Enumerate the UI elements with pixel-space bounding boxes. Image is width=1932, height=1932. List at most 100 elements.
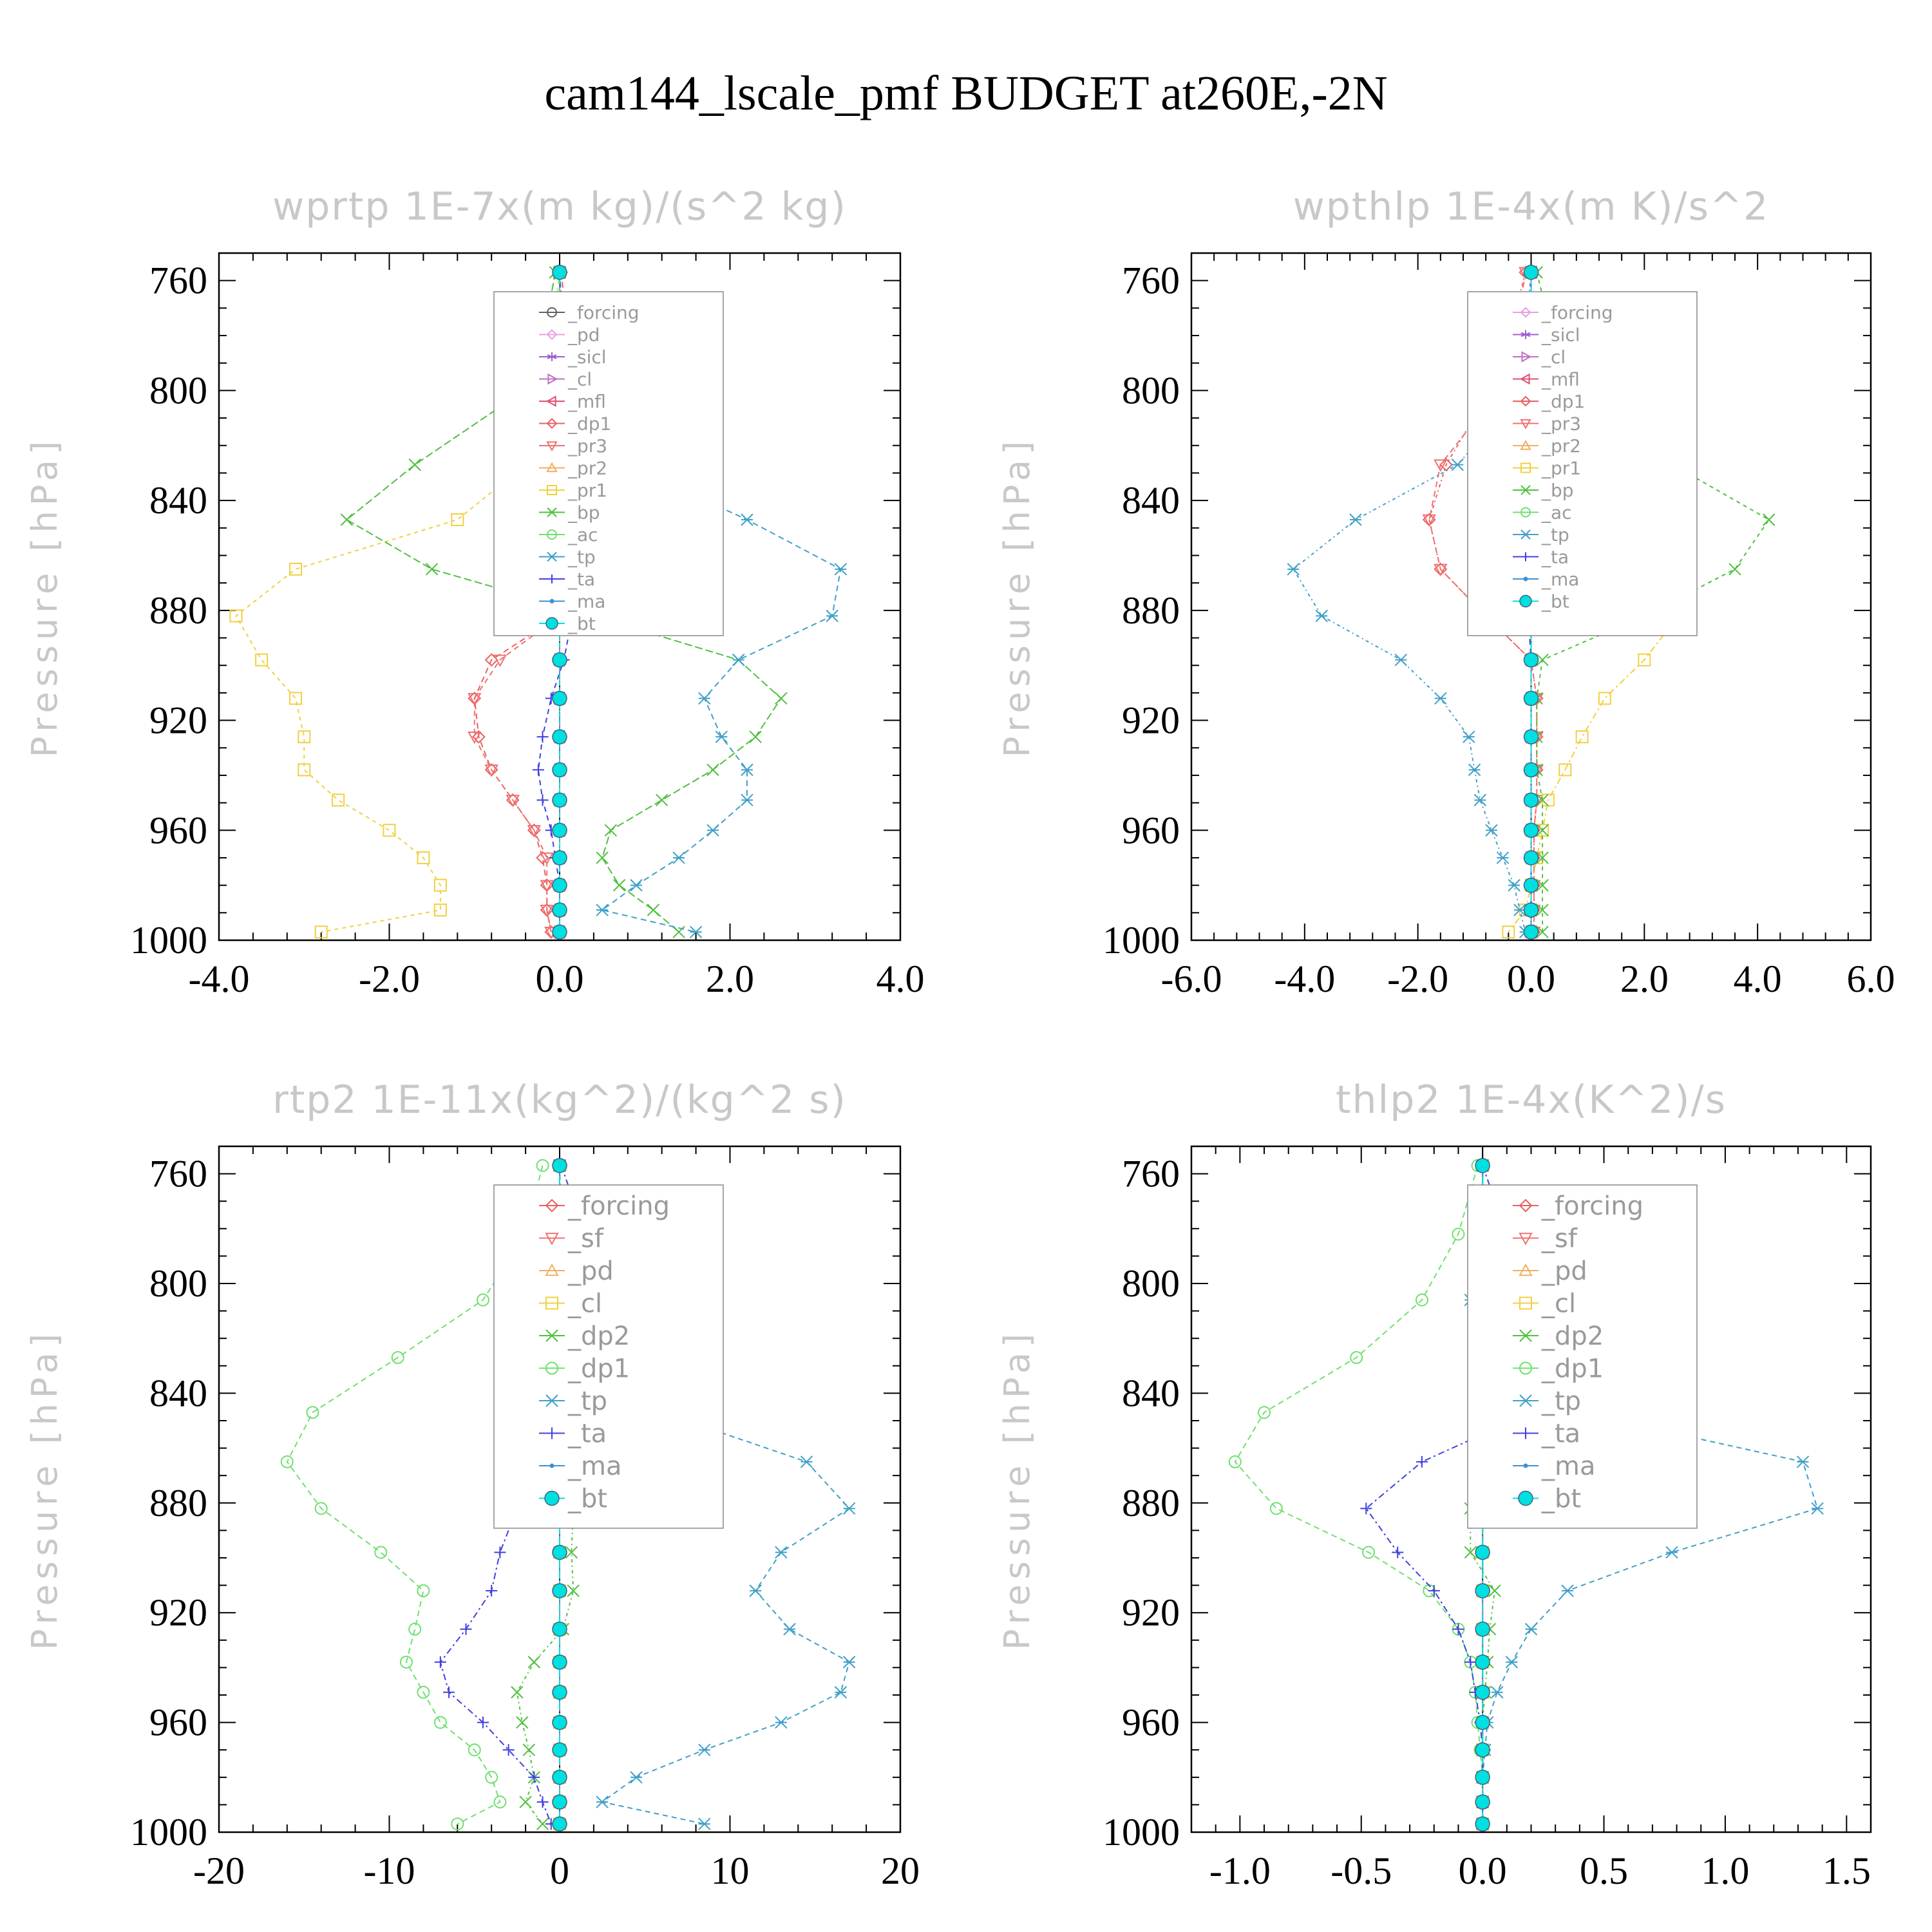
series-point <box>1536 851 1549 864</box>
legend-label: _bt <box>567 613 596 634</box>
legend-label: _dp1 <box>567 1354 630 1384</box>
y-tick-label: 920 <box>149 1591 207 1634</box>
series-point <box>1505 1656 1519 1669</box>
series-point <box>1434 692 1447 705</box>
series-point <box>255 653 269 667</box>
x-tick-label: -4.0 <box>1274 958 1335 1000</box>
y-axis-label: Pressure [hPa] <box>997 436 1037 757</box>
series-point <box>698 1817 711 1830</box>
series-point <box>451 1817 464 1831</box>
legend-marker <box>545 1233 559 1245</box>
legend-label: _ac <box>1541 502 1572 523</box>
series-point <box>1561 1584 1574 1597</box>
series-point <box>630 878 643 892</box>
series-point <box>1558 763 1572 777</box>
y-axis-label: Pressure [hPa] <box>24 436 65 757</box>
y-tick-label: 880 <box>1122 1482 1180 1524</box>
series-point <box>494 1546 506 1558</box>
series-point <box>1523 652 1539 668</box>
y-tick-label: 800 <box>149 369 207 412</box>
legend-label: _ma <box>1541 569 1579 590</box>
legend-label: _mfl <box>1541 368 1580 390</box>
series-point <box>417 1685 430 1699</box>
x-tick-label: 0.5 <box>1580 1850 1628 1892</box>
legend-label: _tp <box>567 1387 607 1416</box>
x-tick-label: -1.0 <box>1209 1850 1271 1892</box>
series-point <box>289 562 303 576</box>
series-point <box>1475 1770 1490 1785</box>
series-point <box>1473 793 1487 807</box>
series-point <box>596 1795 609 1808</box>
legend-marker <box>1519 1233 1533 1245</box>
legend-label: _forcing <box>1541 1191 1643 1221</box>
series-point <box>408 458 421 471</box>
legend-label: _ma <box>567 591 605 612</box>
x-tick-label: 4.0 <box>1734 958 1782 1000</box>
legend-label: _bp <box>567 502 600 523</box>
x-tick-label: 2.0 <box>1620 958 1669 1000</box>
series-point <box>229 609 243 623</box>
series-point <box>1415 1293 1428 1307</box>
legend-marker <box>549 599 554 603</box>
x-tick-label: 4.0 <box>876 958 925 1000</box>
legend-marker <box>545 1263 559 1276</box>
series-point <box>1464 1546 1477 1559</box>
legend-label: _bt <box>567 1484 607 1514</box>
x-tick-label: 20 <box>881 1850 920 1892</box>
series-point <box>1523 822 1539 838</box>
series-point <box>1536 793 1549 807</box>
series-point <box>647 904 660 916</box>
series-point <box>340 513 354 526</box>
series-point <box>552 1544 567 1560</box>
legend-marker <box>1523 576 1528 582</box>
legend-label: _sf <box>1541 1224 1578 1254</box>
legend-marker <box>544 1490 560 1506</box>
y-tick-label: 800 <box>1122 1262 1180 1305</box>
x-tick-label: 1.0 <box>1701 1850 1749 1892</box>
legend-marker <box>1519 1329 1532 1342</box>
series-point <box>604 824 618 837</box>
series-point <box>596 851 609 864</box>
figure-title: cam144_lscale_pmf BUDGET at260E,-2N <box>544 66 1387 120</box>
series-point <box>1598 692 1611 705</box>
series-point <box>502 1744 515 1756</box>
series-point <box>1475 1654 1490 1670</box>
y-tick-label: 960 <box>149 1701 207 1744</box>
series-point <box>493 654 507 667</box>
series-point <box>485 1770 498 1784</box>
legend-label: _ta <box>1541 1419 1580 1449</box>
legend-marker <box>1521 351 1532 363</box>
series-point <box>783 1623 796 1636</box>
series-point <box>552 792 567 808</box>
legend-marker <box>545 1198 559 1213</box>
legend-label: _forcing <box>1541 302 1613 323</box>
legend-label: _mfl <box>567 391 606 412</box>
series-point <box>1475 1544 1490 1560</box>
y-tick-label: 960 <box>1122 1701 1180 1744</box>
legend-marker <box>547 551 557 562</box>
series-point <box>672 925 685 938</box>
series-point <box>775 1546 788 1559</box>
y-tick-label: 960 <box>149 809 207 851</box>
series-point <box>532 764 544 776</box>
series-point <box>383 824 396 837</box>
series-point <box>565 1546 578 1559</box>
series-point <box>314 1502 328 1515</box>
series-point <box>511 1686 524 1699</box>
legend-label: _dp2 <box>567 1321 630 1351</box>
series-point <box>552 1654 567 1670</box>
legend-label: _tp <box>1541 524 1569 545</box>
series-point <box>1360 1502 1372 1515</box>
series-point <box>552 924 567 940</box>
panel-title: wpthlp 1E-4x(m K)/s^2 <box>1293 184 1770 229</box>
series-point <box>552 902 567 918</box>
legend-label: _bt <box>1541 1484 1581 1514</box>
series-point <box>1468 763 1481 777</box>
series-point <box>417 851 430 864</box>
series-point <box>1485 824 1498 837</box>
series-point <box>834 563 848 576</box>
x-tick-label: -6.0 <box>1161 958 1222 1000</box>
series-point <box>1665 1546 1678 1559</box>
y-tick-label: 1000 <box>130 1811 207 1853</box>
